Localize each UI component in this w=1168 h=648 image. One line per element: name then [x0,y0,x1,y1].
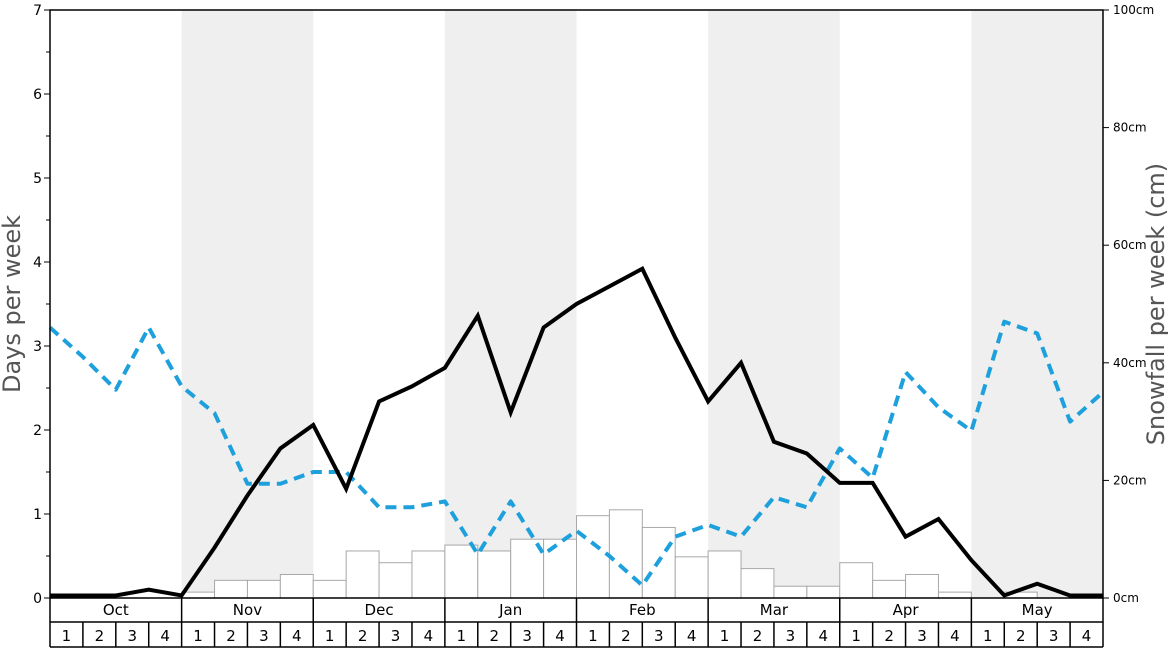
left-tick-label: 1 [33,507,42,523]
week-label: 1 [720,627,730,645]
month-label-dec: Dec [365,601,394,619]
month-label-nov: Nov [233,601,262,619]
snowfall-bar [411,550,446,599]
week-label: 3 [259,627,269,645]
left-tick-label: 0 [33,591,42,607]
month-label-apr: Apr [893,601,920,619]
month-label-jan: Jan [498,601,522,619]
month-shade-may [971,10,1103,598]
week-label: 3 [654,627,664,645]
month-shade-mar [708,10,840,598]
right-tick-label: 40cm [1113,356,1147,370]
snowfall-bar [674,556,709,599]
solid-series-line [50,265,1103,598]
right-tick-label: 80cm [1113,121,1147,135]
week-label: 4 [424,627,434,645]
week-label: 3 [1049,627,1059,645]
snowfall-bar [937,591,972,599]
left-tick-label: 6 [33,87,42,103]
left-axis: 0 1 2 3 4 5 6 7 [33,3,50,607]
snowfall-bar [839,562,874,599]
month-label-mar: Mar [760,601,789,619]
snowfall-bar [477,550,512,599]
month-shading [181,10,1103,598]
snowfall-bar [312,579,347,599]
snowfall-bar [872,579,907,599]
left-tick-label: 2 [33,423,42,439]
week-label: 3 [127,627,137,645]
snowfall-bar [576,515,610,599]
week-label: 2 [358,627,368,645]
right-axis: 0cm 20cm 40cm 60cm 80cm 100cm [1103,3,1154,605]
month-label-may: May [1022,601,1053,619]
snowfall-bar [378,562,413,599]
snowfall-bar [905,573,939,599]
month-shade-jan [444,10,577,598]
week-label: 2 [884,627,894,645]
month-shade-nov [181,10,314,598]
snowfall-bar [279,573,314,599]
snowfall-bar [345,550,380,599]
month-label-feb: Feb [629,601,656,619]
week-label: 4 [1082,627,1092,645]
week-label: 1 [62,627,72,645]
week-label: 3 [917,627,927,645]
month-label-oct: Oct [103,601,129,619]
right-axis-title: Snowfall per week (cm) [1142,163,1168,445]
week-label: 2 [226,627,236,645]
left-tick-label: 3 [33,339,42,355]
right-tick-label: 0cm [1113,591,1139,605]
right-tick-label: 60cm [1113,238,1147,252]
series-lines [48,265,1105,598]
snowfall-bar [181,591,216,599]
left-tick-label: 5 [33,171,42,187]
week-label: 1 [851,627,861,645]
week-label: 1 [588,627,598,645]
snowfall-bar [543,538,577,599]
left-axis-title: Days per week [0,215,26,393]
right-tick-label: 20cm [1113,473,1147,487]
week-label: 2 [489,627,499,645]
week-label: 1 [325,627,335,645]
week-label: 2 [95,627,105,645]
week-label: 1 [193,627,203,645]
week-label: 4 [555,627,565,645]
week-label: 4 [292,627,302,645]
week-label: 3 [786,627,796,645]
dashed-series-line [48,319,1105,588]
snowfall-bar [773,585,808,599]
week-label: 4 [160,627,170,645]
snowfall-bar [707,550,742,599]
snowfall-bar [740,568,775,599]
week-label: 4 [950,627,960,645]
week-label: 3 [391,627,401,645]
week-label: 4 [819,627,829,645]
right-tick-label: 100cm [1113,3,1154,17]
week-label: 3 [522,627,532,645]
left-tick-label: 4 [33,255,42,271]
x-axis: Oct 1 2 3 4 Nov 1 2 3 4 Dec 1 2 3 4 Jan 1 2 3 4 Feb 1 2 3 4 Mar 1 2… [49,598,1104,648]
week-label: 2 [1016,627,1026,645]
week-label: 2 [753,627,763,645]
snowfall-bar [444,544,479,599]
week-label: 4 [687,627,697,645]
week-label: 2 [621,627,631,645]
snowfall-bar [806,585,841,599]
snowfall-bar [608,509,643,599]
snowfall-bar [214,579,248,599]
snowfall-bars [181,509,1038,599]
week-label: 1 [457,627,467,645]
snowfall-bar [246,579,281,599]
week-label: 1 [983,627,993,645]
left-tick-label: 7 [33,3,42,19]
